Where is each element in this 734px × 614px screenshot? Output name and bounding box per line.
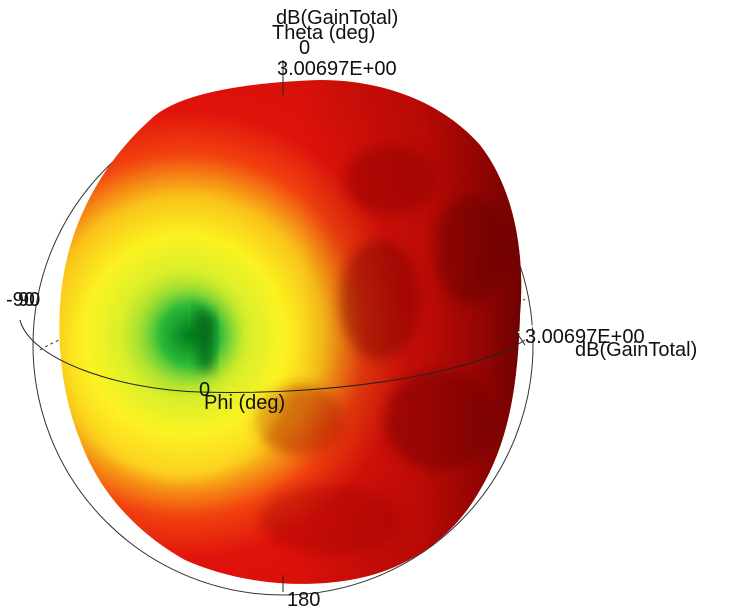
- right-quantity-label: dB(GainTotal): [575, 339, 697, 361]
- theta-top-tick: 0: [299, 37, 310, 59]
- phi-axis-label: Phi (deg): [204, 392, 285, 414]
- right-overlap-value: +00: [517, 322, 551, 344]
- right-gain-value: 3.00697E+00: [525, 326, 645, 348]
- phi-left-tick: -90: [6, 289, 35, 311]
- gain-pattern-surface: [59, 80, 522, 584]
- quantity-label-top: dB(GainTotal): [276, 7, 398, 29]
- equator-front-line: [19, 319, 526, 393]
- theta-bottom-tick: 180: [287, 589, 320, 611]
- max-gain-value-top: 3.00697E+00: [277, 58, 397, 80]
- right-axis-tick-line: [514, 329, 526, 346]
- phi-left-tick-overlap: 90: [18, 289, 40, 311]
- phi-origin-tick: 0: [199, 379, 210, 401]
- theta-axis-label: Theta (deg): [272, 22, 375, 44]
